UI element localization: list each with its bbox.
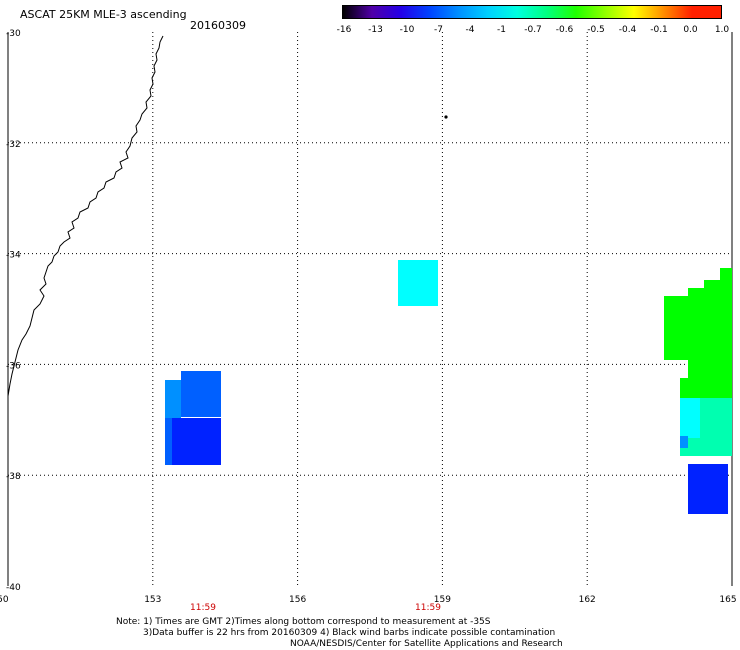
longitude-label: 162 <box>579 595 596 605</box>
colorbar-label: -0.7 <box>524 25 542 35</box>
colorbar-swatch <box>372 6 402 18</box>
colorbar-label: -0.1 <box>650 25 668 35</box>
longitude-label: 150 <box>0 595 9 605</box>
pass-time-label: 11:59 <box>415 603 441 613</box>
wind-cell <box>205 371 221 417</box>
wind-cell <box>165 380 181 418</box>
colorbar-label: -4 <box>465 25 475 35</box>
colorbar-label: -0.6 <box>555 25 574 35</box>
data-swaths <box>165 260 732 514</box>
wind-cell <box>181 371 205 417</box>
colorbar-label: 0.0 <box>683 25 698 35</box>
note-line-2: 3)Data buffer is 22 hrs from 20160309 4)… <box>143 628 556 638</box>
wind-cell <box>680 436 688 448</box>
map-title: ASCAT 25KM MLE-3 ascending <box>20 8 187 21</box>
colorbar-label: 1.0 <box>714 25 730 35</box>
colorbar-swatch <box>691 6 722 18</box>
colorbar-swatch <box>546 6 576 18</box>
latitude-label: -32 <box>6 140 21 150</box>
colorbar-swatch <box>517 6 547 18</box>
colorbar-swatch <box>488 6 518 18</box>
latitude-label: -30 <box>6 29 21 39</box>
wind-cell <box>704 280 720 382</box>
note-line-1: Note: 1) Times are GMT 2)Times along bot… <box>116 617 491 627</box>
colorbar-swatch <box>633 6 663 18</box>
wind-cell <box>398 260 438 306</box>
colorbar-swatch <box>662 6 692 18</box>
island <box>444 115 448 119</box>
map-date: 20160309 <box>190 19 246 32</box>
colorbar-label: -7 <box>434 25 443 35</box>
longitude-label: 156 <box>289 595 306 605</box>
longitude-label: 153 <box>144 595 161 605</box>
wind-cell <box>688 464 728 514</box>
colorbar <box>342 5 722 19</box>
pass-time-label: 11:59 <box>190 603 216 613</box>
colorbar-label: -16 <box>336 25 352 35</box>
wind-cell <box>664 296 688 360</box>
wind-cell <box>688 288 704 382</box>
colorbar-swatch <box>604 6 634 18</box>
colorbar-label: -10 <box>399 25 415 35</box>
wind-cell <box>172 418 221 465</box>
wind-cell <box>680 378 732 400</box>
colorbar-label: -0.4 <box>618 25 637 35</box>
colorbar-swatch <box>575 6 605 18</box>
wind-cell <box>720 268 732 382</box>
graticule: -30-32-34-36-38-4015015315615916216511:5… <box>0 29 737 613</box>
latitude-label: -40 <box>6 583 21 593</box>
colorbar-swatch <box>401 6 431 18</box>
coastline <box>7 35 164 397</box>
colorbar-label: -0.5 <box>587 25 605 35</box>
colorbar-swatch <box>343 6 373 18</box>
colorbar-label: -13 <box>368 25 383 35</box>
longitude-label: 165 <box>719 595 736 605</box>
latitude-label: -34 <box>6 251 21 261</box>
colorbar-label: -1 <box>497 25 506 35</box>
colorbar-swatch <box>430 6 460 18</box>
longitude-label: 159 <box>434 595 451 605</box>
note-line-3: NOAA/NESDIS/Center for Satellite Applica… <box>290 639 563 649</box>
wind-cell <box>680 398 700 438</box>
colorbar-swatch <box>459 6 489 18</box>
latitude-label: -38 <box>6 472 21 482</box>
